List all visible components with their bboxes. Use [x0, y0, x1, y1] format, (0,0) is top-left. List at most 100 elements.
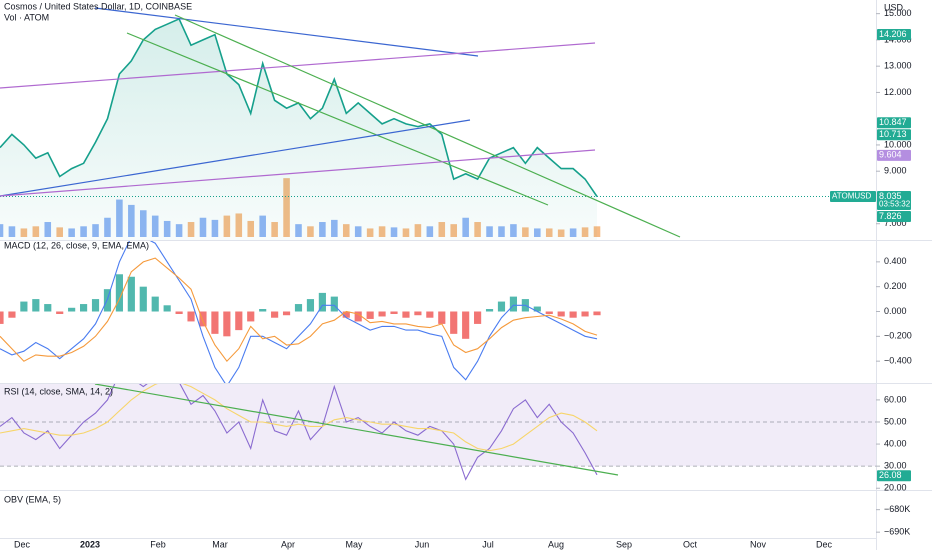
macd-histogram-bar — [163, 305, 171, 312]
rsi-drawings — [94, 384, 619, 476]
macd-histogram-bar — [390, 311, 398, 314]
rsi-title: RSI (14, close, SMA, 14, 2) — [4, 386, 113, 396]
macd-histogram-bar — [211, 311, 219, 334]
y-tick-label: −0.400 — [884, 356, 912, 366]
y-tick-label: −690K — [884, 527, 910, 537]
chart-title: Cosmos / United States Dollar, 1D, COINB… — [4, 1, 192, 11]
y-tick-label: 12.000 — [884, 87, 912, 97]
macd-histogram-bar — [450, 311, 458, 334]
macd-histogram-bar — [115, 274, 123, 312]
x-tick-label: Mar — [212, 539, 228, 549]
price-tag-label: 10.847 — [879, 117, 907, 127]
macd-histogram-bar — [294, 304, 303, 312]
x-tick-label: Dec — [816, 539, 833, 549]
rsi-band — [0, 384, 876, 467]
series-name: ATOMUSD — [832, 192, 871, 201]
y-tick-label: 13.000 — [884, 61, 912, 71]
price-tag — [877, 211, 911, 223]
macd-histogram-bar — [378, 311, 386, 317]
x-tick-label: Apr — [281, 539, 295, 549]
volume-title: Vol · ATOM — [4, 12, 49, 22]
macd-histogram-bar — [271, 311, 279, 318]
price-tag — [877, 29, 911, 41]
price-tag-label: 9.604 — [879, 150, 902, 160]
macd-histogram-bar — [366, 311, 374, 319]
trend-line — [0, 42, 596, 89]
macd-histogram-bar — [235, 311, 243, 331]
macd-line — [0, 257, 598, 363]
price-tag — [877, 470, 911, 482]
x-tick-label: May — [345, 539, 363, 549]
macd-histogram-bar — [426, 311, 434, 318]
price-tag — [877, 129, 911, 141]
macd-pane — [0, 241, 601, 383]
price-pane — [0, 17, 876, 240]
macd-histogram-bar — [127, 276, 135, 312]
rsi-pane — [0, 384, 876, 481]
x-tick-label: Dec — [14, 539, 31, 549]
macd-histogram-bar — [497, 301, 506, 312]
macd-histogram-bar — [32, 299, 40, 312]
price-tag — [877, 149, 911, 161]
y-tick-label: 7.000 — [884, 218, 907, 228]
macd-histogram-bar — [259, 309, 267, 312]
y-tick-label: 0.400 — [884, 256, 907, 266]
rsi-line — [0, 384, 598, 481]
macd-histogram-bar — [68, 307, 76, 312]
y-tick-label: 0.000 — [884, 306, 907, 316]
trend-line — [94, 7, 479, 57]
drawings — [0, 7, 681, 238]
y-tick-label: 9.000 — [884, 166, 907, 176]
trend-line — [0, 149, 596, 197]
macd-histogram-bar — [414, 311, 422, 316]
macd-histogram-bar — [247, 311, 255, 322]
x-tick-label: 2023 — [80, 539, 100, 549]
macd-histogram-bar — [20, 301, 28, 312]
macd-histogram-bar — [0, 311, 4, 324]
macd-histogram-bar — [306, 299, 315, 312]
x-tick-label: Oct — [683, 539, 698, 549]
macd-histogram-bar — [199, 311, 207, 327]
obv-title: OBV (EMA, 5) — [4, 494, 61, 504]
macd-histogram-bar — [533, 306, 541, 312]
macd-histogram-bar — [593, 311, 601, 316]
y-tick-label: 50.00 — [884, 416, 907, 426]
macd-histogram-bar — [151, 296, 159, 312]
macd-histogram-bar — [79, 304, 88, 312]
y-tick-label: 10.000 — [884, 139, 912, 149]
macd-histogram-bar — [139, 286, 147, 312]
macd-histogram-bar — [330, 296, 338, 312]
x-tick-label: Nov — [750, 539, 767, 549]
macd-histogram-bar — [223, 311, 231, 337]
price-tag-label: 10.713 — [879, 129, 907, 139]
macd-histogram-bar — [56, 311, 64, 314]
macd-histogram-bar — [318, 292, 326, 312]
macd-histogram-bar — [354, 311, 362, 322]
x-tick-label: Feb — [150, 539, 166, 549]
macd-line — [0, 241, 598, 383]
macd-histogram-bar — [581, 311, 589, 317]
macd-title: MACD (12, 26, close, 9, EMA, EMA) — [4, 240, 149, 250]
x-tick-label: Jul — [482, 539, 494, 549]
trend-line — [0, 119, 471, 197]
price-tag-label: 7.826 — [879, 211, 902, 221]
price-tag-label: 14.206 — [879, 29, 907, 39]
trend-line — [174, 14, 681, 238]
macd-histogram-bar — [462, 311, 470, 339]
price-area — [0, 18, 597, 240]
price-tag — [877, 117, 911, 129]
trend-line — [126, 32, 549, 206]
x-tick-label: Aug — [548, 539, 564, 549]
macd-histogram-bar — [282, 311, 291, 316]
axes: 15.00014.00013.00012.00010.0009.0007.000… — [14, 8, 912, 549]
countdown: 03:53:32 — [879, 200, 911, 209]
macd-histogram-bar — [187, 311, 195, 322]
macd-histogram-bar — [402, 311, 410, 318]
x-tick-label: Jun — [415, 539, 430, 549]
macd-histogram-bar — [91, 299, 100, 312]
macd-histogram-bar — [44, 304, 52, 312]
macd-histogram-bar — [509, 296, 518, 312]
macd-histogram-bar — [569, 311, 577, 318]
